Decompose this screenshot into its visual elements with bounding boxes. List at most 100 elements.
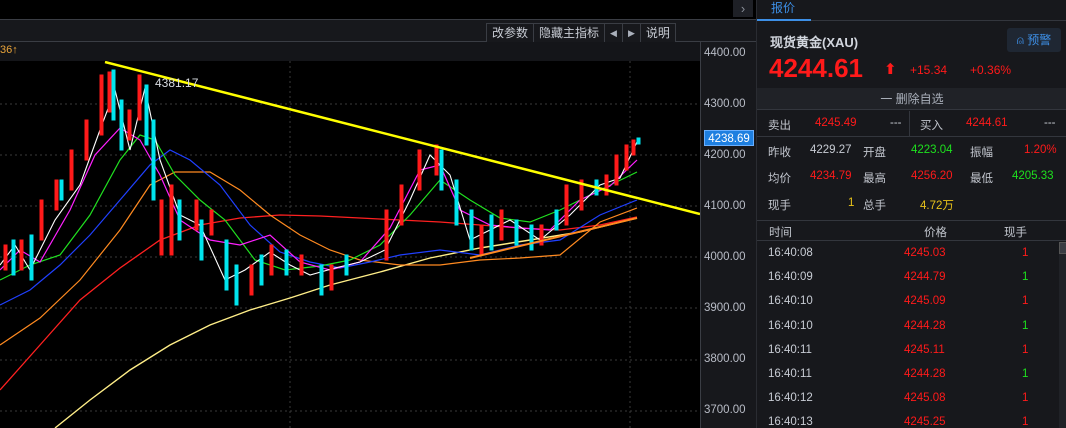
bid-ask-row: 卖出 4245.49 --- 买入 4244.61 --- bbox=[757, 111, 1066, 137]
buy-price: 4244.61 bbox=[966, 117, 1008, 129]
col-volume: 现手 bbox=[1004, 227, 1027, 239]
avg-value: 4234.79 bbox=[810, 170, 852, 182]
total-vol-value: 4.72万 bbox=[920, 200, 954, 212]
tick-price: 4245.03 bbox=[904, 247, 946, 259]
alert-button[interactable]: ⍝ 预警 bbox=[1007, 28, 1061, 52]
axis-tick: 4100.00 bbox=[704, 200, 746, 212]
tick-volume: 1 bbox=[1022, 416, 1029, 428]
tick-time: 16:40:10 bbox=[768, 295, 813, 308]
tick-price: 4245.09 bbox=[904, 295, 946, 308]
candlesticks bbox=[3, 69, 641, 306]
edit-params-button[interactable]: 改参数 bbox=[486, 23, 535, 42]
tick-volume: 1 bbox=[1022, 295, 1029, 308]
ma-magenta bbox=[0, 127, 638, 271]
tick-row: 16:40:11 4245.11 1 bbox=[757, 340, 1057, 364]
tick-volume: 1 bbox=[1022, 392, 1029, 405]
sell-label: 卖出 bbox=[768, 120, 791, 132]
cur-vol-value: 1 bbox=[848, 197, 855, 209]
current-price-tag: 4238.69 bbox=[704, 130, 754, 146]
sell-volume: --- bbox=[890, 117, 902, 129]
prev-button[interactable]: ◀ bbox=[605, 23, 623, 42]
peak-price-label: 4381.17 bbox=[155, 76, 199, 90]
arrow-left-icon: ◀ bbox=[610, 28, 617, 38]
last-price: 4244.61 bbox=[769, 53, 863, 83]
ticks-scrollbar[interactable] bbox=[1059, 242, 1066, 428]
indicator-value: 36↑ bbox=[0, 44, 18, 56]
prev-close-value: 4229.27 bbox=[810, 144, 852, 156]
price-change: +15.34 bbox=[910, 63, 948, 77]
total-vol-label: 总手 bbox=[863, 200, 886, 212]
ma-orange bbox=[0, 171, 638, 346]
tick-price: 4244.28 bbox=[904, 368, 946, 380]
amplitude-label: 振幅 bbox=[970, 147, 993, 159]
tick-time: 16:40:10 bbox=[768, 319, 813, 332]
price-chart-svg bbox=[0, 61, 700, 428]
quote-panel: 报价 现货黄金(XAU) ⍝ 预警 4244.61 ⬆ +15.34 +0.36… bbox=[756, 0, 1066, 428]
col-time: 时间 bbox=[769, 227, 792, 239]
ticks-list[interactable]: 16:40:08 4245.03 1 16:40:09 4244.79 1 16:40:10… bbox=[757, 241, 1057, 428]
buy-label: 买入 bbox=[920, 120, 943, 132]
tick-row: 16:40:11 4244.28 1 bbox=[757, 364, 1057, 388]
instrument-name: 现货黄金(XAU) bbox=[770, 35, 859, 50]
tick-row: 16:40:09 4244.79 1 bbox=[757, 267, 1057, 291]
chart-toolbar-row: 改参数 隐藏主指标 ◀ ▶ 说明 bbox=[0, 20, 756, 42]
tick-row: 16:40:12 4245.08 1 bbox=[757, 388, 1057, 412]
indicator-info-row: 36↑ bbox=[0, 42, 700, 61]
tick-time: 16:40:12 bbox=[768, 392, 813, 405]
hide-main-indicator-button[interactable]: 隐藏主指标 bbox=[534, 23, 606, 42]
axis-tick: 4000.00 bbox=[704, 251, 746, 263]
open-label: 开盘 bbox=[863, 147, 886, 159]
low-label: 最低 bbox=[970, 173, 993, 185]
tab-active-indicator bbox=[757, 19, 811, 21]
remove-watchlist-button[interactable]: 一 删除自选 bbox=[757, 88, 1066, 110]
chevron-right-icon: › bbox=[740, 1, 746, 16]
tick-price: 4245.08 bbox=[904, 392, 946, 405]
descending-trendline bbox=[104, 61, 700, 216]
tick-price: 4244.79 bbox=[904, 271, 946, 284]
quote-stats: 昨收 4229.27 开盘 4223.04 振幅 1.20% 均价 4234.7… bbox=[757, 137, 1066, 221]
tick-time: 16:40:11 bbox=[768, 343, 812, 356]
tick-volume: 1 bbox=[1022, 247, 1029, 259]
alert-label: 预警 bbox=[1027, 33, 1052, 47]
tick-row: 16:40:08 4245.03 1 bbox=[757, 243, 1057, 267]
candlestick-plot[interactable] bbox=[0, 61, 700, 428]
amplitude-value: 1.20% bbox=[1024, 144, 1057, 156]
cur-vol-label: 现手 bbox=[768, 200, 791, 212]
high-value: 4256.20 bbox=[911, 170, 953, 182]
price-change-percent: +0.36% bbox=[970, 63, 1012, 77]
sell-price: 4245.49 bbox=[815, 117, 857, 129]
tick-row: 16:40:10 4244.28 1 bbox=[757, 316, 1057, 340]
tick-volume: 1 bbox=[1022, 271, 1029, 284]
help-button[interactable]: 说明 bbox=[640, 23, 676, 42]
tick-time: 16:40:08 bbox=[768, 247, 813, 259]
axis-tick: 3700.00 bbox=[704, 404, 746, 416]
axis-tick: 3900.00 bbox=[704, 302, 746, 314]
buy-volume: --- bbox=[1044, 117, 1056, 129]
chart-panel[interactable]: › 改参数 隐藏主指标 ◀ ▶ 说明 36↑ bbox=[0, 0, 756, 428]
ma-green bbox=[0, 134, 638, 281]
prev-close-label: 昨收 bbox=[768, 147, 791, 159]
axis-tick: 3800.00 bbox=[704, 353, 746, 365]
divider bbox=[909, 111, 910, 137]
tab-quote[interactable]: 报价 bbox=[771, 1, 796, 15]
price-axis: 4400.00 4300.00 4200.00 4100.00 4000.00 … bbox=[700, 42, 756, 428]
ma-long-yellow bbox=[54, 217, 638, 428]
ticks-header: 时间 价格 现手 bbox=[757, 221, 1066, 241]
tick-time: 16:40:09 bbox=[768, 271, 813, 284]
arrow-up-icon: ⬆ bbox=[884, 61, 897, 78]
tick-price: 4244.28 bbox=[904, 319, 946, 332]
collapse-panel-button[interactable]: › bbox=[733, 0, 753, 17]
axis-tick: 4300.00 bbox=[704, 98, 746, 110]
tick-row: 16:40:13 4245.25 1 bbox=[757, 412, 1057, 428]
tick-volume: 1 bbox=[1022, 319, 1029, 332]
arrow-right-icon: ▶ bbox=[627, 28, 635, 38]
scroll-up-button[interactable] bbox=[1059, 242, 1066, 254]
low-value: 4205.33 bbox=[1012, 170, 1054, 182]
tick-price: 4245.11 bbox=[904, 343, 945, 356]
next-button[interactable]: ▶ bbox=[622, 23, 641, 42]
tick-price: 4245.25 bbox=[904, 416, 946, 428]
tab-bar: 报价 bbox=[757, 0, 1066, 21]
high-label: 最高 bbox=[863, 173, 886, 185]
ascending-trendline bbox=[469, 217, 638, 259]
open-value: 4223.04 bbox=[911, 144, 953, 156]
